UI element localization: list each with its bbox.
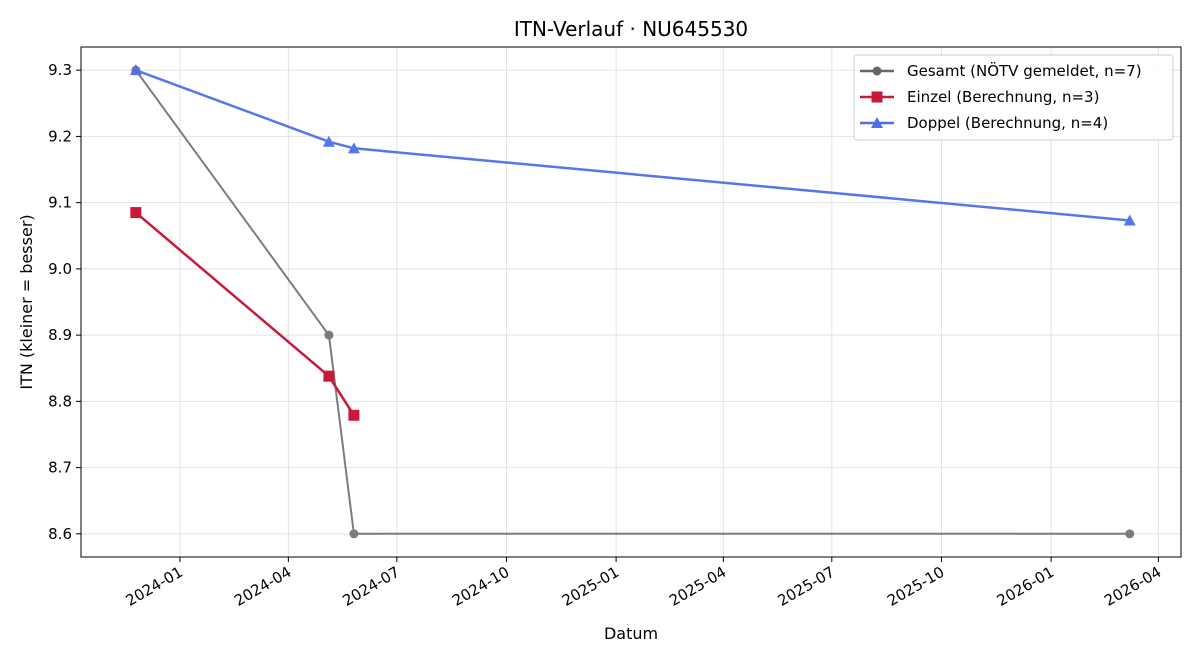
y-axis: 8.6 8.7 8.8 8.9 9.0 9.1 9.2 9.3 [48,61,81,543]
data-point [349,529,359,539]
y-tick-label: 9.0 [48,260,72,278]
series-1 [130,207,360,421]
data-point [129,64,142,76]
legend-swatch-marker [871,91,883,103]
series-line [135,69,1130,222]
y-tick-label: 8.6 [48,525,72,543]
y-tick-label: 9.2 [48,127,72,145]
legend-label: Gesamt (NÖTV gemeldet, n=7) [907,61,1142,80]
y-tick-label: 8.7 [48,459,72,477]
series-2 [129,64,1136,226]
data-point [1125,529,1135,539]
y-axis-label: ITN (kleiner = besser) [17,214,36,389]
data-point [348,409,360,421]
data-point [322,135,335,147]
data-point [323,370,335,382]
legend-swatch-marker [872,66,882,76]
series-line [134,69,1130,535]
legend-item: Gesamt (NÖTV gemeldet, n=7) [860,61,1142,80]
y-tick-label: 9.1 [48,194,72,212]
legend-item: Einzel (Berechnung, n=3) [860,88,1099,106]
plot-frame [80,46,1182,558]
legend-item: Doppel (Berechnung, n=4) [860,114,1108,132]
data-point [324,330,334,340]
data-point [130,207,142,219]
legend: Gesamt (NÖTV gemeldet, n=7) Einzel (Berec… [853,54,1174,141]
data-point [1123,214,1136,226]
y-tick-label: 9.3 [48,61,72,79]
legend-swatch-marker [871,117,883,128]
y-tick-label: 8.8 [48,392,72,410]
chart-title: ITN-Verlauf · NU645530 [514,17,748,41]
series-layer [129,64,1136,539]
x-axis-label: Datum [604,624,658,643]
legend-label: Doppel (Berechnung, n=4) [907,114,1108,132]
legend-label: Einzel (Berechnung, n=3) [907,88,1099,106]
data-point [347,142,360,154]
y-tick-label: 8.9 [48,326,72,344]
legend-box [853,54,1174,141]
